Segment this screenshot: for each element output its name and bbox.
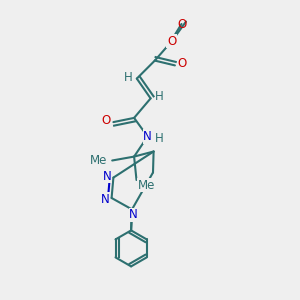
Text: H: H: [154, 132, 164, 146]
Text: N: N: [102, 169, 111, 183]
Text: N: N: [143, 130, 152, 143]
Text: O: O: [167, 35, 176, 48]
Text: H: H: [123, 70, 132, 84]
Text: O: O: [178, 57, 187, 70]
Text: H: H: [155, 90, 164, 104]
Text: Me: Me: [89, 154, 107, 167]
Text: O: O: [177, 17, 186, 31]
Text: O: O: [101, 114, 110, 128]
Text: N: N: [100, 193, 109, 206]
Text: Me: Me: [138, 179, 155, 192]
Text: N: N: [129, 208, 138, 221]
